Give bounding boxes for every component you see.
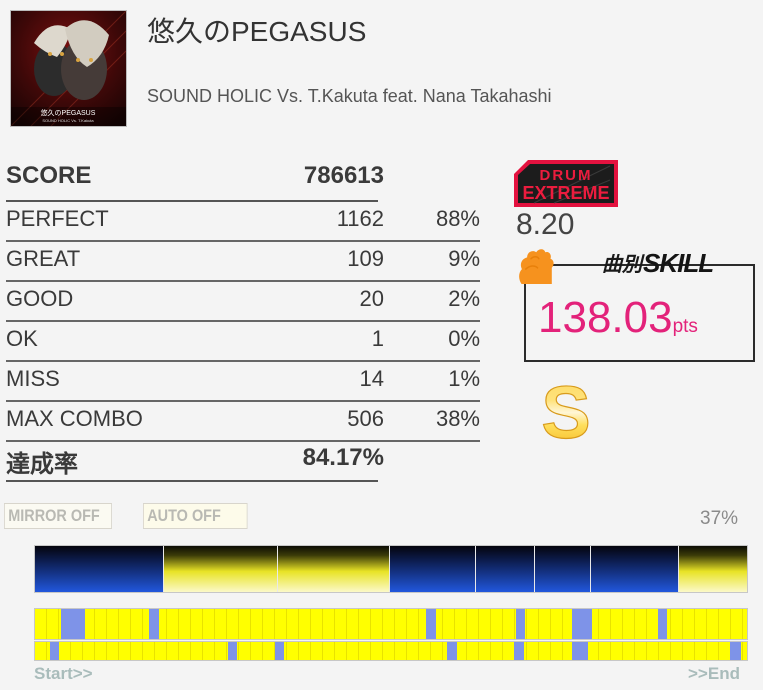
svg-text:曲別: 曲別 [602,254,645,276]
svg-text:悠久のPEGASUS: 悠久のPEGASUS [41,108,96,117]
svg-text:DRUM: DRUM [540,167,593,184]
svg-text:SKILL: SKILL [643,248,713,278]
svg-text:EXTREME: EXTREME [522,183,609,203]
svg-text:SOUND HOLIC Vs. T.Kakuta: SOUND HOLIC Vs. T.Kakuta [42,118,94,123]
svg-text:S: S [541,383,590,453]
